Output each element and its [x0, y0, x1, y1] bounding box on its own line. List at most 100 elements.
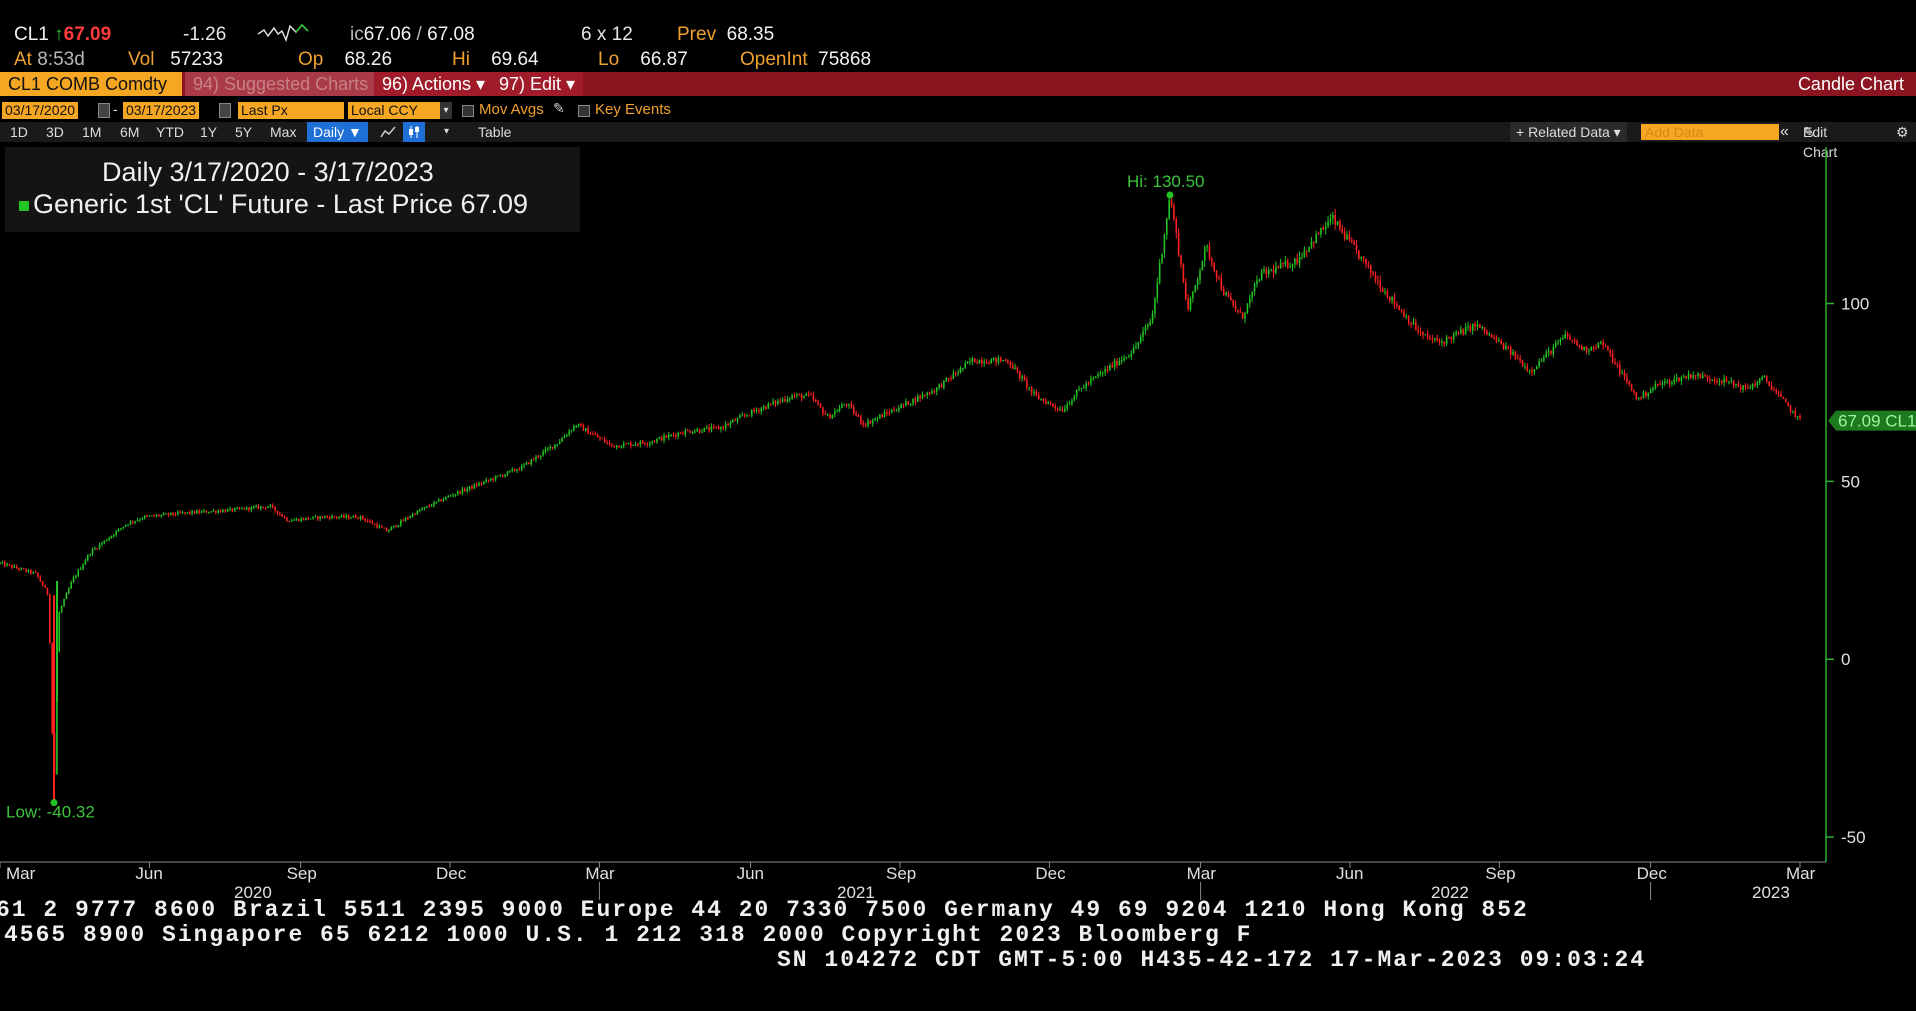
candle	[1704, 373, 1706, 377]
candle	[257, 504, 260, 510]
candle	[739, 413, 741, 419]
line-chart-icon[interactable]	[380, 122, 396, 142]
candle	[141, 516, 144, 521]
key-events-checkbox[interactable]	[578, 105, 590, 117]
candle	[1773, 386, 1775, 391]
edit-menu[interactable]: 97) Edit ▾	[491, 72, 584, 96]
candle	[1130, 350, 1133, 360]
candle	[1678, 377, 1680, 383]
candle	[705, 425, 708, 430]
security-field[interactable]: CL1 COMB Comdty	[0, 72, 182, 96]
sparkline-icon	[257, 23, 309, 42]
candle	[414, 513, 416, 516]
period-1d[interactable]: 1D	[10, 124, 28, 140]
candle	[132, 520, 134, 525]
bid-ask-size: 6 x 12	[581, 24, 633, 45]
candle	[1557, 339, 1559, 346]
candle	[6, 562, 8, 567]
add-data-input[interactable]: Add Data	[1641, 124, 1779, 140]
candle	[1599, 340, 1602, 345]
candle	[1151, 310, 1154, 325]
candle	[1052, 403, 1054, 408]
period-3d[interactable]: 3D	[46, 124, 64, 140]
frequency-select[interactable]: Daily ▼	[307, 122, 368, 142]
candle	[120, 527, 122, 531]
candle	[919, 394, 921, 402]
candle	[755, 407, 758, 414]
candle	[667, 431, 670, 441]
chevron-down-icon[interactable]: ▾	[440, 102, 452, 119]
period-max[interactable]: Max	[270, 124, 297, 140]
start-date-input[interactable]: 03/17/2020	[2, 102, 79, 119]
candle	[1680, 375, 1683, 386]
candle	[694, 428, 696, 434]
candle	[1417, 325, 1419, 335]
candle	[238, 506, 241, 510]
candle	[418, 508, 421, 513]
candle	[1033, 389, 1035, 396]
candle-series	[0, 193, 1801, 803]
y-tick-label: 50	[1841, 472, 1860, 491]
candle	[1431, 334, 1434, 344]
chevron-down-icon[interactable]: ▾	[444, 126, 450, 137]
candle	[1277, 264, 1280, 269]
candle-chart[interactable]: 100 50 0 -50 Mar Jun Sep Dec Mar Jun Sep Dec Mar Jun…	[0, 142, 1916, 908]
candle	[1137, 341, 1140, 350]
chart-legend[interactable]: Daily 3/17/2020 - 3/17/2023 Generic 1st …	[5, 147, 580, 232]
candle	[720, 426, 722, 433]
candle	[871, 418, 874, 427]
candle	[1744, 383, 1747, 391]
candle	[966, 361, 969, 364]
period-6m[interactable]: 6M	[120, 124, 140, 140]
candle	[250, 505, 253, 513]
candle	[615, 444, 618, 450]
pencil-icon[interactable]: ✎	[553, 100, 565, 116]
candle	[357, 516, 359, 520]
field-select[interactable]: Last Px	[238, 102, 344, 119]
candle	[1175, 216, 1178, 239]
candle	[1730, 377, 1733, 384]
candle	[1187, 294, 1189, 312]
candle	[219, 509, 222, 514]
calendar-icon[interactable]	[98, 103, 110, 118]
ticker[interactable]: CL1	[14, 24, 49, 45]
candle	[1479, 323, 1481, 328]
collapse-icon[interactable]: «	[1780, 123, 1789, 140]
candle	[1410, 321, 1412, 328]
settings-gear-icon[interactable]: ⚙	[1896, 124, 1909, 140]
candle	[1042, 397, 1045, 404]
candle	[245, 506, 248, 511]
period-5y[interactable]: 5Y	[235, 124, 253, 140]
candle	[1192, 290, 1194, 303]
candle	[1116, 357, 1118, 369]
candle	[233, 507, 236, 512]
calendar-icon[interactable]	[219, 103, 231, 118]
candle-chart-icon[interactable]	[403, 122, 425, 142]
period-1y[interactable]: 1Y	[200, 124, 218, 140]
period-1m[interactable]: 1M	[82, 124, 102, 140]
related-data-menu[interactable]: + Related Data ▾	[1510, 122, 1627, 142]
mov-avgs-checkbox[interactable]	[462, 105, 474, 117]
candle	[134, 520, 136, 525]
candle	[924, 394, 926, 398]
candle	[378, 524, 381, 529]
candle	[1483, 327, 1486, 335]
chart-type-label: Candle Chart	[1797, 74, 1904, 94]
x-year-label: 2023	[1752, 883, 1790, 902]
period-ytd[interactable]: YTD	[156, 124, 184, 140]
candle	[312, 516, 314, 520]
candle	[630, 440, 632, 449]
candle	[1728, 380, 1730, 385]
candle	[641, 439, 644, 445]
candle	[544, 446, 547, 455]
candle	[1294, 257, 1296, 269]
actions-menu[interactable]: 96) Actions ▾	[374, 72, 494, 96]
candle	[67, 586, 70, 595]
candle	[459, 490, 461, 495]
candle	[72, 575, 75, 584]
currency-select[interactable]: Local CCY	[348, 102, 444, 119]
suggested-charts-button[interactable]: 94) Suggested Charts	[185, 72, 377, 96]
candle	[831, 414, 834, 419]
end-date-input[interactable]: 03/17/2023	[123, 102, 200, 119]
table-button[interactable]: Table	[478, 124, 512, 140]
